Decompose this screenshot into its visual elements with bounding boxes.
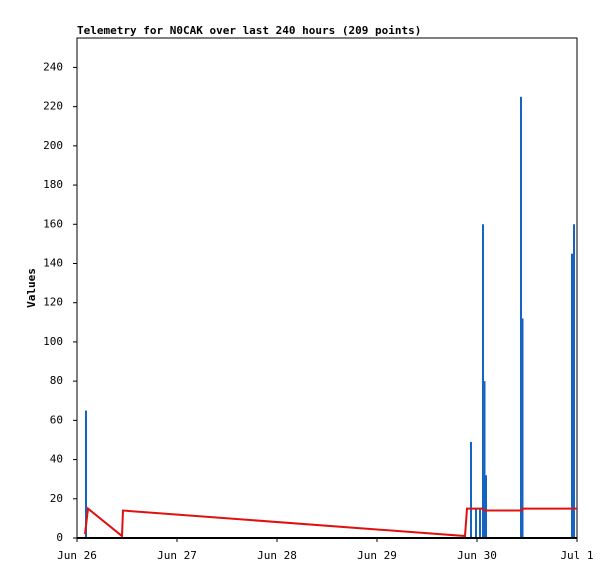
bar <box>475 508 477 538</box>
x-tick-label: Jun 30 <box>457 549 497 562</box>
y-tick-label: 160 <box>43 217 63 230</box>
y-tick-label: 100 <box>43 335 63 348</box>
x-tick-label: Jun 27 <box>157 549 197 562</box>
bar <box>470 441 472 538</box>
y-axis-label: Values <box>25 268 38 308</box>
bar <box>482 224 484 538</box>
bar <box>85 410 87 538</box>
y-tick-label: 120 <box>43 296 63 309</box>
x-tick-label: Jun 28 <box>257 549 297 562</box>
chart-title: Telemetry for N0CAK over last 240 hours … <box>77 24 421 37</box>
bar <box>479 508 481 538</box>
x-tick-label: Jun 26 <box>57 549 97 562</box>
line <box>84 506 577 539</box>
y-tick-label: 60 <box>50 413 63 426</box>
bar <box>521 318 524 538</box>
y-tick-label: 140 <box>43 256 63 269</box>
bar <box>571 253 573 538</box>
y-tick-label: 80 <box>50 374 63 387</box>
x-tick-label: Jun 29 <box>357 549 397 562</box>
bar <box>520 96 522 538</box>
y-tick-label: 180 <box>43 178 63 191</box>
x-tick-label: Jul 1 <box>560 549 593 562</box>
bar <box>485 475 487 538</box>
y-tick-label: 200 <box>43 139 63 152</box>
plot-frame <box>76 37 578 539</box>
y-tick-label: 240 <box>43 60 63 73</box>
bar <box>573 224 575 538</box>
y-tick-label: 40 <box>50 453 63 466</box>
y-tick-label: 0 <box>56 531 63 544</box>
y-tick-label: 220 <box>43 100 63 113</box>
bar <box>483 381 486 538</box>
y-tick-label: 20 <box>50 492 63 505</box>
